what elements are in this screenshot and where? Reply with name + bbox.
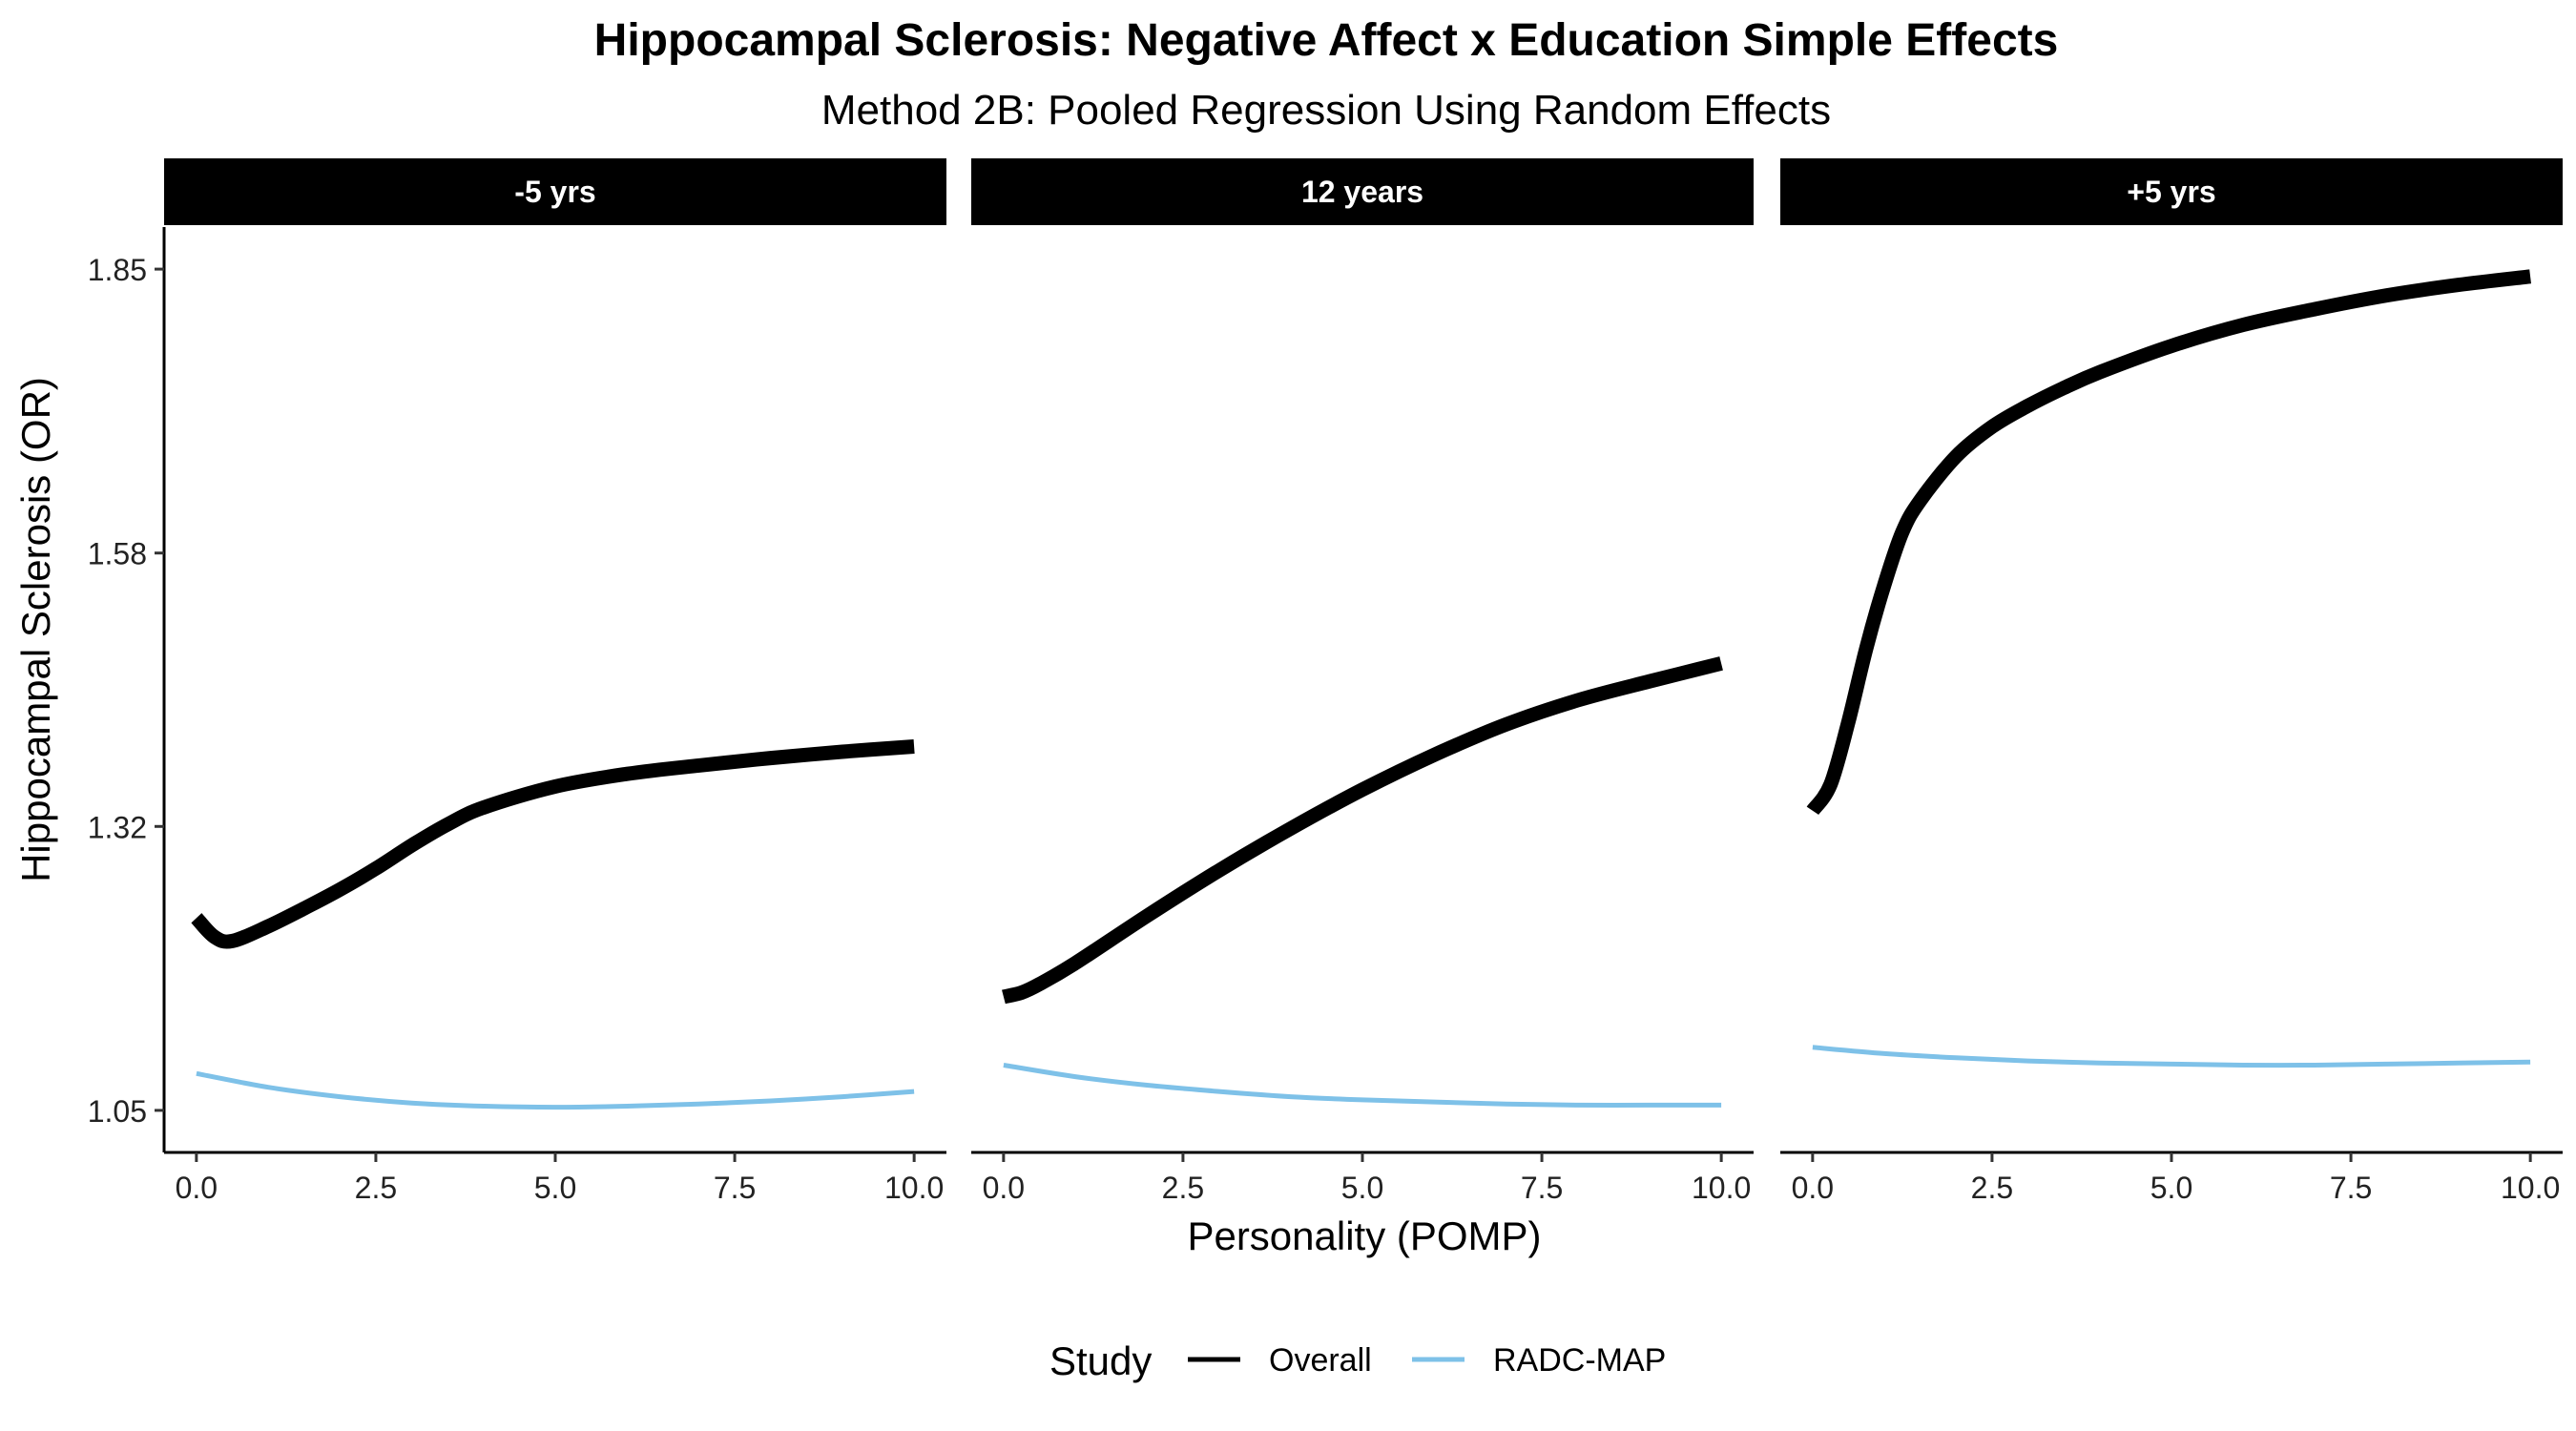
facet-strip	[971, 158, 1754, 225]
series-line-radc-map	[1812, 1045, 2531, 1068]
facet-panels: -5 yrs 0.0 2.5 5.0 7.5 10.0 12 years 0.0 2.5 5.0 7…	[164, 158, 2563, 1205]
y-axis: 1.05 1.32 1.58 1.85	[88, 227, 166, 1152]
x-tick-label: 5.0	[1341, 1171, 1383, 1205]
x-tick-label: 0.0	[176, 1171, 218, 1205]
series-line-radc-map	[1003, 1063, 1722, 1108]
chart-subtitle: Method 2B: Pooled Regression Using Rando…	[821, 87, 1831, 134]
x-tick-label: 5.0	[534, 1171, 576, 1205]
y-axis-label: Hippocampal Sclerosis (OR)	[13, 377, 58, 882]
facet-panel: +5 yrs 0.0 2.5 5.0 7.5 10.0	[1780, 158, 2563, 1205]
x-tick-label: 7.5	[714, 1171, 756, 1205]
facet-strip-label: +5 yrs	[2127, 175, 2215, 209]
x-tick-label: 2.5	[1162, 1171, 1204, 1205]
series-line-overall	[1002, 656, 1723, 1005]
x-tick-label: 7.5	[1521, 1171, 1563, 1205]
legend: Study Overall RADC-MAP	[1049, 1338, 1666, 1383]
x-axis-label: Personality (POMP)	[1187, 1213, 1541, 1258]
facet-strip	[1780, 158, 2563, 225]
series-line-radc-map	[196, 1070, 915, 1110]
x-tick-label: 5.0	[2150, 1171, 2192, 1205]
facet-strip-label: -5 yrs	[514, 175, 595, 209]
x-tick-label: 10.0	[2501, 1171, 2560, 1205]
facet-panel: -5 yrs 0.0 2.5 5.0 7.5 10.0	[164, 158, 946, 1205]
facet-strip	[164, 158, 946, 225]
legend-title: Study	[1049, 1338, 1152, 1383]
y-tick-label: 1.05	[88, 1094, 147, 1129]
x-tick-label: 0.0	[983, 1171, 1025, 1205]
x-tick-label: 2.5	[355, 1171, 397, 1205]
y-tick-label: 1.85	[88, 253, 147, 287]
x-tick-label: 7.5	[2330, 1171, 2372, 1205]
series-line-overall	[191, 739, 915, 949]
legend-label-overall: Overall	[1269, 1342, 1372, 1379]
x-tick-label: 2.5	[1971, 1171, 2013, 1205]
facet-strip-label: 12 years	[1301, 175, 1423, 209]
facet-panel: 12 years 0.0 2.5 5.0 7.5 10.0	[971, 158, 1754, 1205]
y-tick-label: 1.32	[88, 810, 147, 844]
legend-label-radc-map: RADC-MAP	[1493, 1342, 1666, 1379]
x-tick-label: 10.0	[1692, 1171, 1751, 1205]
series-line-overall	[1806, 269, 2531, 816]
chart-title: Hippocampal Sclerosis: Negative Affect x…	[594, 15, 2059, 66]
x-tick-label: 10.0	[884, 1171, 944, 1205]
x-tick-label: 0.0	[1792, 1171, 1834, 1205]
y-tick-label: 1.58	[88, 537, 147, 571]
